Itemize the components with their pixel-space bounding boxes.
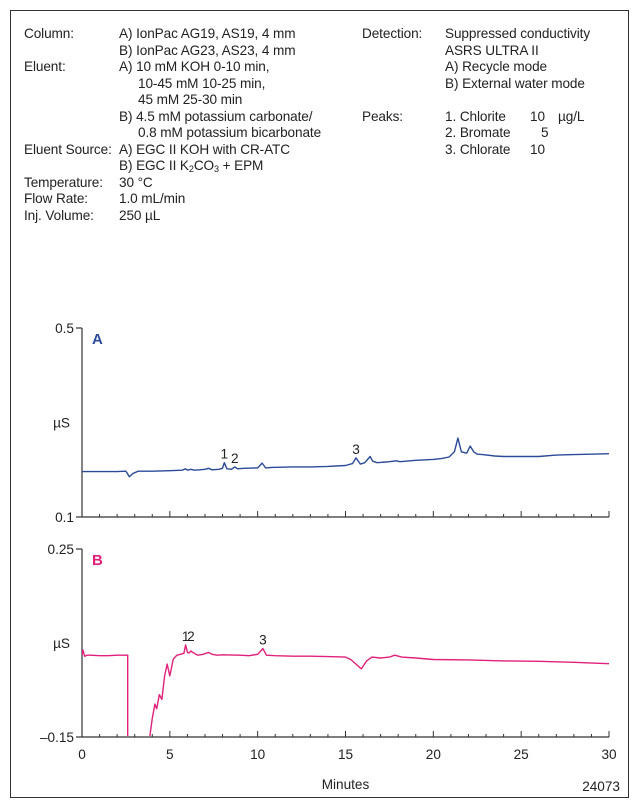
panel-b-letter: B bbox=[92, 552, 103, 569]
panel-a-peak-label-1: 1 bbox=[221, 447, 229, 462]
panel-a-ytick-label-bottom: 0.1 bbox=[55, 510, 74, 525]
temperature-value: 30 °C bbox=[119, 174, 153, 190]
column-label: Column: bbox=[24, 26, 74, 41]
xtick-label-10: 10 bbox=[250, 747, 266, 762]
figure-frame bbox=[10, 10, 629, 798]
column-b: B) IonPac AG23, AS23, 4 mm bbox=[119, 42, 296, 58]
peak-1-name: 1. Chlorite bbox=[445, 108, 506, 124]
xtick-label-15: 15 bbox=[338, 747, 353, 762]
eluent-line-1: A) 10 mM KOH 0-10 min, bbox=[119, 59, 270, 74]
peaks-label: Peaks: bbox=[362, 108, 403, 124]
x-axis-label: Minutes bbox=[322, 777, 370, 792]
panel-a-trace bbox=[82, 437, 610, 478]
column-a: A) IonPac AG19, AS19, 4 mm bbox=[119, 26, 296, 41]
eluent-source-a: A) EGC II KOH with CR-ATC bbox=[119, 141, 290, 157]
detection-line-4: B) External water mode bbox=[445, 75, 585, 91]
peak-1-unit: µg/L bbox=[558, 108, 585, 124]
eluent-line-4: B) 4.5 mM potassium carbonate/ bbox=[119, 108, 313, 124]
panel-b-trace bbox=[82, 644, 610, 736]
temperature-label: Temperature: bbox=[24, 174, 103, 190]
xtick-label-0: 0 bbox=[78, 747, 86, 762]
eluent-source-b: B) EGC II K2CO3 + EPM bbox=[119, 158, 264, 174]
conditions-right: Detection: Suppressed conductivity ASRS … bbox=[362, 26, 622, 206]
figure-code: 24073 bbox=[582, 779, 620, 794]
panel-a-ytick-label-top: 0.5 bbox=[55, 321, 74, 336]
detection-line-2: ASRS ULTRA II bbox=[445, 42, 539, 58]
conditions-left: Column: A) IonPac AG19, AS19, 4 mm B) Io… bbox=[24, 26, 354, 296]
inj-volume-label: Inj. Volume: bbox=[24, 207, 94, 223]
inj-volume-value: 250 µL bbox=[119, 207, 161, 223]
panel-a-peak-label-2: 2 bbox=[231, 451, 239, 466]
xtick-label-25: 25 bbox=[514, 747, 529, 762]
detection-line-1: Suppressed conductivity bbox=[445, 26, 591, 41]
flow-rate-value: 1.0 mL/min bbox=[119, 191, 186, 206]
peak-1-amount: 10 bbox=[530, 108, 545, 124]
panel-b-peak-label-3: 3 bbox=[259, 633, 267, 648]
xtick-label-30: 30 bbox=[601, 747, 617, 762]
panel-b-peak-label-1: 1 bbox=[182, 629, 190, 644]
panel-b-ytick-label-top: 0.25 bbox=[48, 542, 74, 557]
peak-2-amount: 5 bbox=[541, 125, 549, 140]
eluent-line-3: 45 mM 25-30 min bbox=[138, 92, 243, 107]
panel-b-ylabel: µS bbox=[53, 636, 70, 651]
panel-a-peak-label-3: 3 bbox=[352, 442, 360, 457]
panel-a-letter: A bbox=[92, 331, 103, 348]
detection-label: Detection: bbox=[362, 26, 423, 41]
eluent-line-5: 0.8 mM potassium bicarbonate bbox=[138, 125, 322, 140]
peak-3-amount: 10 bbox=[530, 141, 545, 157]
panel-a-ylabel: µS bbox=[53, 416, 70, 431]
eluent-label: Eluent: bbox=[24, 59, 66, 74]
panel-b-ytick-label-bottom: –0.15 bbox=[40, 730, 74, 745]
peak-2-name: 2. Bromate bbox=[445, 125, 511, 140]
eluent-line-2: 10-45 mM 10-25 min, bbox=[138, 75, 266, 91]
xtick-label-5: 5 bbox=[166, 747, 174, 762]
detection-line-3: A) Recycle mode bbox=[445, 59, 547, 74]
peak-3-name: 3. Chlorate bbox=[445, 141, 511, 157]
xtick-label-20: 20 bbox=[426, 747, 442, 762]
eluent-source-label: Eluent Source: bbox=[24, 141, 112, 157]
panel-b-peak-label-2: 2 bbox=[187, 629, 195, 644]
flow-rate-label: Flow Rate: bbox=[24, 191, 88, 206]
